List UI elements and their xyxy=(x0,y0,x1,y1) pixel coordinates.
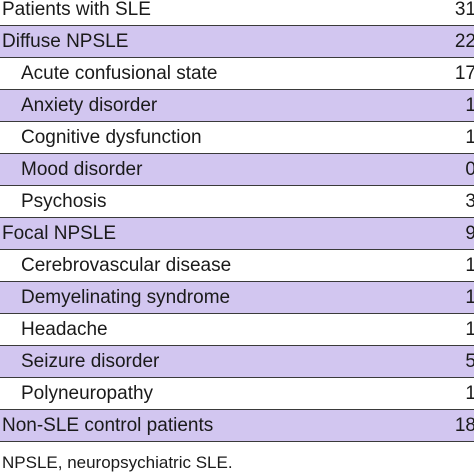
sub-row: Psychosis 3 xyxy=(0,186,474,218)
row: Patients with SLE 31 xyxy=(0,0,474,26)
sub-row: Polyneuropathy 1 xyxy=(0,378,474,410)
table: Patients with SLE 31 Diffuse NPSLE 22 Acute … xyxy=(0,0,474,442)
row-value: 1 xyxy=(465,94,474,116)
row-value: 9 xyxy=(465,222,474,244)
row-label: Non-SLE control patients xyxy=(2,414,214,436)
row-value: 31 xyxy=(454,0,474,20)
row-label: Demyelinating syndrome xyxy=(21,286,231,308)
footnote: NPSLE, neuropsychiatric SLE. xyxy=(2,453,233,472)
row-value: 0 xyxy=(465,158,474,180)
row-value: 1 xyxy=(465,318,474,340)
row-value: 17 xyxy=(454,62,474,84)
row-label: Focal NPSLE xyxy=(2,222,117,244)
row-label: Mood disorder xyxy=(21,158,143,180)
row-value: 18 xyxy=(454,414,474,436)
sub-row: Cerebrovascular disease 1 xyxy=(0,250,474,282)
sub-row: Acute confusional state 17 xyxy=(0,58,474,90)
row-value: 1 xyxy=(465,254,474,276)
row-label: Patients with SLE xyxy=(2,0,151,20)
row-value: 5 xyxy=(465,350,474,372)
sub-row: Mood disorder 0 xyxy=(0,154,474,186)
row-value: 1 xyxy=(465,126,474,148)
row: Focal NPSLE 9 xyxy=(0,218,474,250)
sub-row: Anxiety disorder 1 xyxy=(0,90,474,122)
row-label: Polyneuropathy xyxy=(21,382,154,404)
row-value: 22 xyxy=(454,30,474,52)
row-label: Anxiety disorder xyxy=(21,94,158,116)
row-value: 1 xyxy=(465,286,474,308)
sub-row: Demyelinating syndrome 1 xyxy=(0,282,474,314)
sub-row: Cognitive dysfunction 1 xyxy=(0,122,474,154)
row-label: Seizure disorder xyxy=(21,350,160,372)
row-label: Diffuse NPSLE xyxy=(2,30,129,52)
row-label: Headache xyxy=(21,318,108,340)
sub-row: Headache 1 xyxy=(0,314,474,346)
row-value: 3 xyxy=(465,190,474,212)
row: Diffuse NPSLE 22 xyxy=(0,26,474,58)
row-label: Cerebrovascular disease xyxy=(21,254,232,276)
sub-row: Seizure disorder 5 xyxy=(0,346,474,378)
row-value: 1 xyxy=(465,382,474,404)
row-label: Psychosis xyxy=(21,190,107,212)
row: Non-SLE control patients 18 xyxy=(0,410,474,442)
row-label: Acute confusional state xyxy=(21,62,218,84)
row-label: Cognitive dysfunction xyxy=(21,126,202,148)
